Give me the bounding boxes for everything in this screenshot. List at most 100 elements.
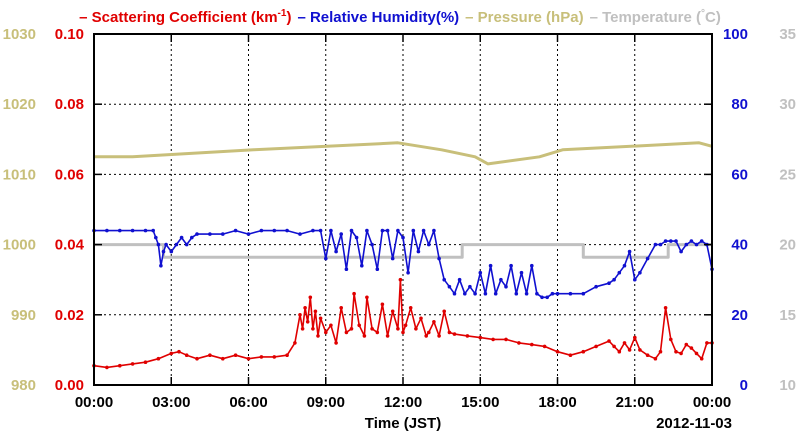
data-point (658, 349, 663, 354)
x-tick-label: 12:00 (384, 394, 422, 411)
y-tick-label-humidity: 40 (731, 237, 748, 254)
data-point (555, 349, 560, 354)
data-point (622, 341, 627, 345)
data-point (360, 263, 364, 268)
data-point (504, 284, 508, 289)
data-point (442, 277, 447, 282)
data-point (334, 249, 338, 254)
y-tick-label-temperature: 35 (779, 26, 796, 43)
data-point (542, 344, 547, 349)
data-point (324, 256, 328, 261)
data-point (143, 360, 148, 365)
data-point (694, 351, 699, 356)
data-point (452, 332, 457, 336)
data-point (370, 327, 374, 331)
data-point (390, 309, 395, 314)
data-point (329, 228, 333, 233)
data-point (357, 323, 362, 328)
grid-lines (94, 34, 712, 385)
legend-entry: – Pressure (hPa) (465, 9, 583, 26)
data-point (421, 228, 426, 233)
data-point (514, 291, 519, 296)
data-point (530, 342, 534, 347)
data-point (233, 353, 238, 358)
data-point (550, 291, 555, 296)
x-tick-label: 03:00 (152, 394, 190, 411)
data-point (607, 339, 611, 343)
data-point (581, 291, 586, 296)
x-tick-label: 21:00 (616, 394, 654, 411)
data-point (313, 309, 318, 314)
y-tick-label-humidity: 80 (731, 96, 748, 113)
data-point (473, 291, 477, 296)
data-point (414, 327, 418, 331)
data-point (488, 263, 493, 268)
y-tick-label-scattering: 0.06 (55, 166, 84, 183)
data-point (674, 349, 678, 354)
data-point (344, 267, 349, 272)
data-point (663, 239, 668, 243)
y-tick-label-temperature: 30 (779, 96, 796, 113)
axis-layer: 00:00 03:00 06:00 09:00 12:00 15:00 18:00 21:00… (3, 26, 796, 411)
data-point (195, 356, 199, 361)
data-point (645, 353, 650, 358)
data-point (617, 270, 622, 275)
data-point (457, 277, 462, 282)
data-point (385, 228, 390, 233)
data-point (447, 284, 452, 289)
data-point (221, 356, 225, 361)
data-point (362, 334, 367, 338)
x-tick-label: 18:00 (538, 394, 576, 411)
data-point (259, 355, 264, 359)
data-point (365, 295, 369, 300)
data-point (622, 263, 627, 268)
data-point (530, 263, 534, 268)
data-point (184, 353, 189, 358)
data-point (669, 337, 673, 342)
data-point (398, 277, 403, 282)
data-point (272, 228, 277, 233)
y-tick-label-pressure: 1030 (3, 26, 36, 43)
data-point (401, 330, 405, 335)
legend-entry: – Temperature ( (590, 9, 701, 26)
data-point (151, 228, 155, 233)
y-tick-label-pressure: 1000 (3, 237, 36, 254)
data-point (568, 353, 573, 358)
y-tick-label-scattering: 0.02 (55, 307, 84, 324)
x-tick-label: 00:00 (75, 394, 113, 411)
data-point (699, 356, 704, 361)
data-point (305, 320, 310, 324)
legend-text: – Scattering Coefficient (km-1) – Relativ… (79, 8, 721, 26)
data-point (156, 356, 161, 361)
data-point (143, 228, 148, 233)
data-point (272, 355, 277, 359)
y-tick-label-pressure: 990 (11, 307, 36, 324)
data-point (352, 291, 356, 296)
y-tick-label-scattering: 0.10 (55, 26, 84, 43)
y-tick-label-temperature: 10 (779, 377, 796, 394)
data-point (568, 291, 573, 296)
data-point (375, 330, 380, 335)
legend-title: – Scattering Coefficient (km-1) – Relativ… (79, 8, 721, 26)
data-point (427, 330, 431, 335)
x-tick-label: 15:00 (461, 394, 499, 411)
data-point (177, 349, 181, 354)
data-point (594, 344, 598, 349)
data-point (432, 320, 436, 324)
data-point (545, 295, 549, 300)
data-point (452, 291, 457, 296)
data-point (190, 235, 194, 240)
data-point (105, 228, 109, 233)
data-point (396, 228, 400, 233)
data-point (509, 263, 513, 268)
data-point (208, 232, 212, 236)
data-point (427, 242, 431, 247)
data-point (344, 330, 349, 335)
data-point (594, 284, 598, 289)
data-point (349, 228, 354, 233)
data-point (633, 335, 637, 340)
data-point (483, 291, 488, 296)
data-point (633, 277, 637, 282)
series-layer (92, 141, 714, 370)
x-axis-label: Time (JST) (365, 415, 441, 432)
